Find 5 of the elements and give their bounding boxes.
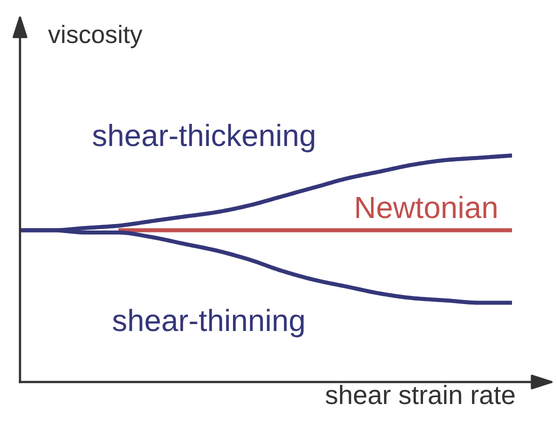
series-label: shear-thickening [92, 124, 314, 152]
series-label: shear-thinning [112, 308, 304, 338]
y-axis-title: viscosity [48, 24, 142, 48]
x-axis-title: shear strain rate [326, 384, 515, 404]
series-label: Newtonian [356, 196, 496, 218]
